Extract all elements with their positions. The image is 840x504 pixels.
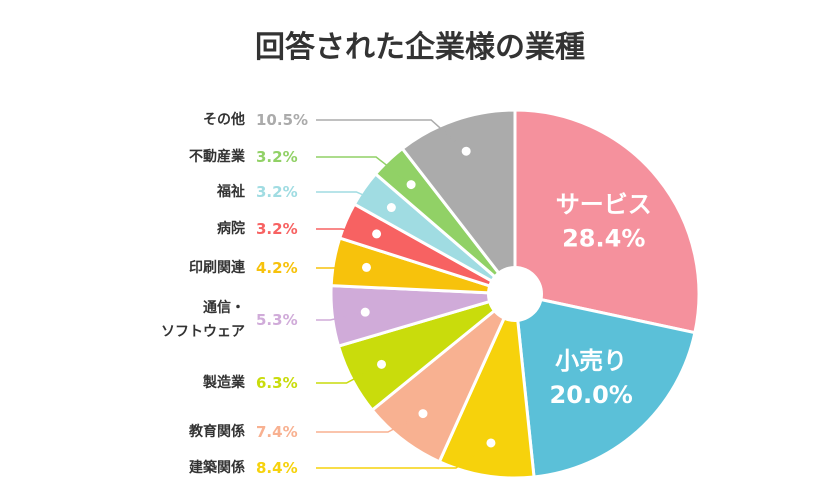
- leader-dot: [405, 179, 417, 191]
- leader-line: [316, 228, 377, 235]
- pie-slice: [437, 288, 536, 480]
- legend-label: その他: [203, 112, 245, 128]
- leader-dot: [371, 228, 383, 240]
- legend-label: 印刷関連: [189, 260, 245, 276]
- legend-label: 製造業: [203, 375, 245, 391]
- leader-line: [316, 266, 367, 269]
- legend-label: 病院: [217, 221, 245, 237]
- slice-name: 小売り: [555, 347, 627, 375]
- value-label: 3.2%: [256, 183, 298, 201]
- value-label: 4.2%: [256, 259, 298, 277]
- slice-value: 20.0%: [550, 381, 633, 409]
- value-label: 3.2%: [256, 220, 298, 238]
- value-label: 3.2%: [256, 148, 298, 166]
- value-label: 7.4%: [256, 423, 298, 441]
- pie-slice: [513, 108, 701, 335]
- leader-line: [316, 363, 382, 384]
- slice-value: 28.4%: [562, 224, 645, 252]
- legend-label: 教育関係: [189, 424, 245, 440]
- chart-title: 回答された企業様の業種: [255, 30, 585, 65]
- value-label: 8.4%: [256, 459, 298, 477]
- leader-line: [316, 412, 424, 433]
- value-label: 5.3%: [256, 311, 298, 329]
- value-label: 10.5%: [256, 111, 309, 129]
- leader-dot: [385, 202, 397, 214]
- leader-line: [316, 156, 412, 186]
- leader-dot: [460, 145, 472, 157]
- leader-line: [316, 191, 392, 209]
- legend-label: 不動産業: [189, 149, 245, 165]
- legend-label: 建築関係: [189, 460, 245, 476]
- leader-dot: [417, 408, 429, 420]
- leader-dot: [376, 358, 388, 370]
- leader-line: [316, 442, 492, 469]
- slice-name: サービス: [556, 190, 652, 218]
- legend-label: 福祉: [217, 184, 245, 200]
- donut-hole: [487, 266, 543, 322]
- leader-dot: [485, 437, 497, 449]
- leader-line: [316, 311, 366, 321]
- legend-label: 通信・ ソフトウェア: [161, 300, 245, 340]
- value-label: 6.3%: [256, 374, 298, 392]
- leader-dot: [359, 306, 371, 318]
- leader-dot: [360, 261, 372, 273]
- pie-slice: [513, 292, 697, 479]
- pie-slice: [400, 108, 517, 299]
- leader-line: [316, 119, 467, 152]
